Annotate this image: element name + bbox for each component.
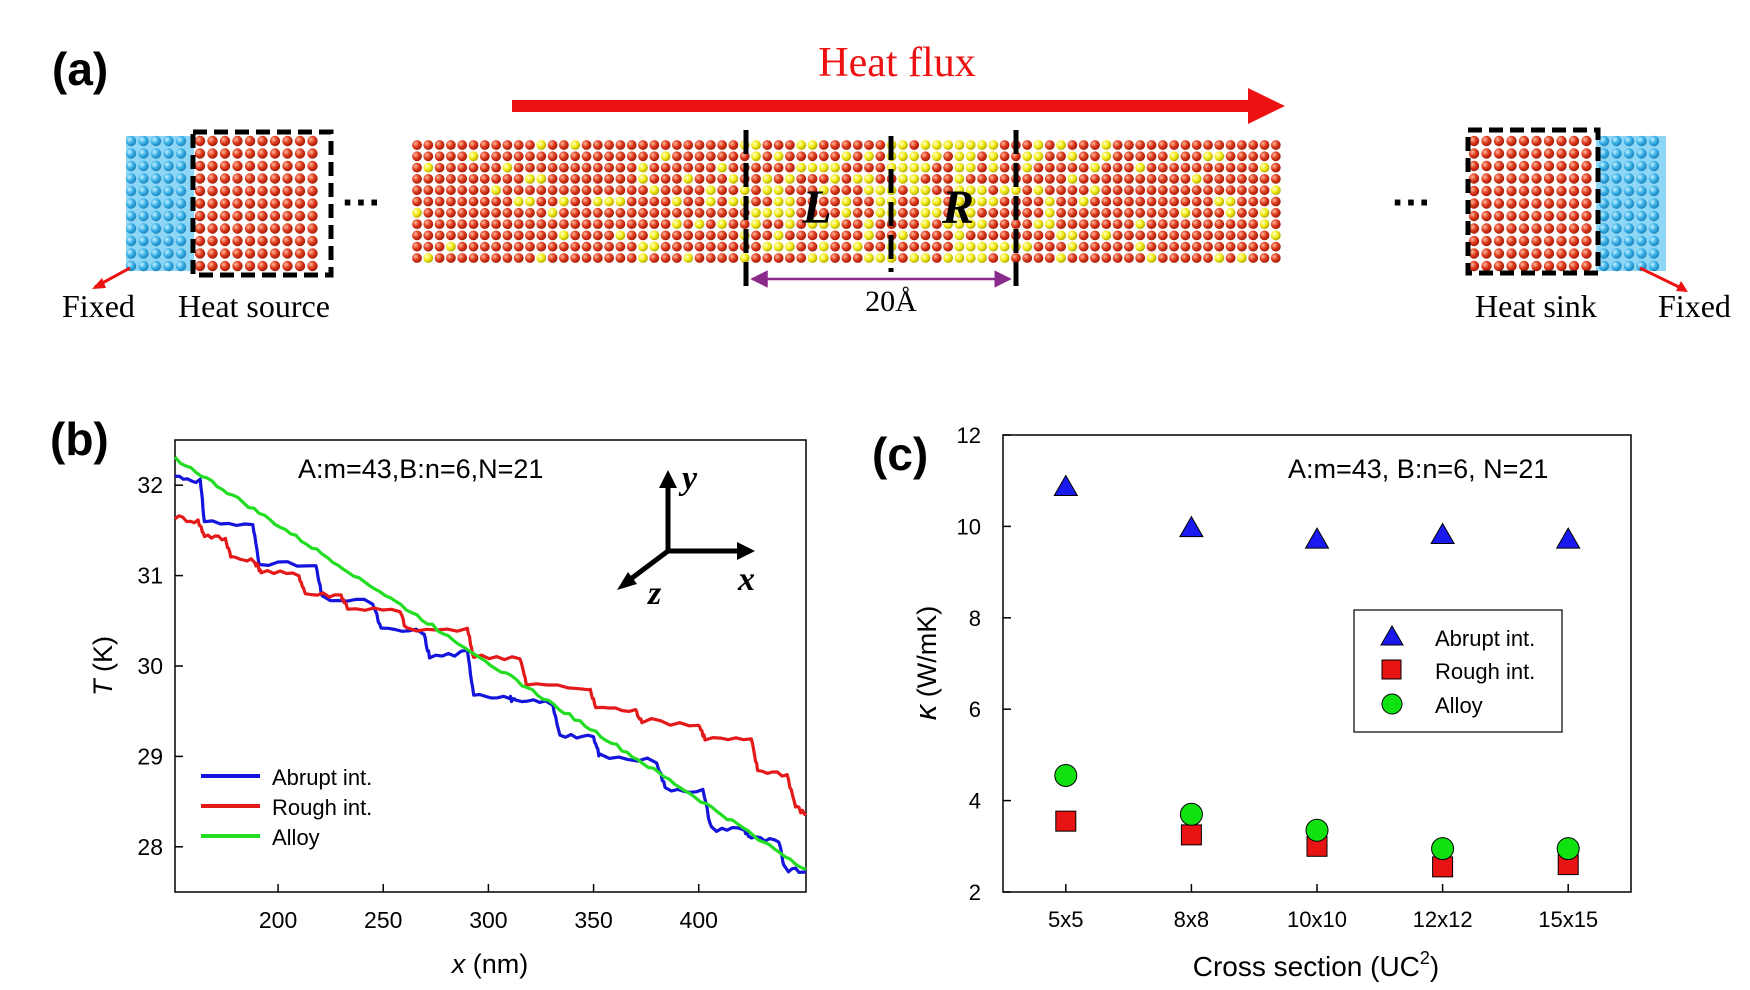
chart-b-xtick-label: 350: [574, 907, 612, 933]
panel-b-label: (b): [50, 413, 109, 465]
data-point-alloy: [1054, 763, 1078, 787]
chart-c-xtick-label: 15x15: [1538, 907, 1598, 932]
chart-b-ylabel: T (K): [88, 636, 118, 696]
chart-c-xtick-label: 10x10: [1287, 907, 1347, 932]
data-point-abrupt-int: [1179, 515, 1204, 538]
heat-sink-label: Heat sink: [1475, 288, 1597, 324]
heat-source-atoms: [194, 135, 318, 272]
axis-icon-z: z: [647, 575, 662, 612]
series-line-alloy: [173, 455, 807, 871]
interface-width-label: 20Å: [865, 285, 917, 318]
chart-b-xtick-label: 200: [259, 907, 297, 933]
data-point-abrupt-int: [1555, 527, 1581, 549]
chart-c-ytick-label: 4: [969, 789, 981, 814]
region-l-label: L: [801, 181, 831, 234]
legend-c-label-abrupt: Abrupt int.: [1435, 626, 1535, 651]
series-line-rough-int: [174, 514, 807, 817]
legend-b-label-abrupt: Abrupt int.: [272, 765, 372, 790]
region-r-label: R: [941, 181, 974, 234]
coordinate-axes-icon: y x z: [617, 460, 755, 612]
legend-c-marker-abrupt: [1380, 625, 1404, 646]
ellipsis-right: ···: [1392, 181, 1432, 225]
chart-c-xtick-label: 8x8: [1174, 907, 1209, 932]
chart-c-ytick-label: 2: [969, 880, 981, 905]
chart-c-ylabel: κ (W/mK): [908, 606, 943, 720]
heat-sink-atoms: [1468, 135, 1592, 272]
chart-b-xlabel: x (nm): [450, 949, 529, 979]
chart-b-ytick-label: 28: [137, 834, 163, 860]
axis-icon-y: y: [678, 460, 698, 497]
fixed-right-pointer: [1639, 266, 1684, 291]
chart-b-ytick-label: 30: [137, 653, 163, 679]
legend-b-label-rough: Rough int.: [272, 795, 372, 820]
legend-c-label-alloy: Alloy: [1435, 693, 1483, 718]
data-point-alloy: [1179, 802, 1203, 826]
interface-lines: [743, 130, 1019, 288]
chart-c-ytick-label: 8: [969, 606, 981, 631]
chart-c-legend: Abrupt int. Rough int. Alloy: [1353, 609, 1563, 733]
chart-b-ytick-label: 29: [137, 743, 163, 769]
ellipsis-left: ···: [342, 181, 382, 225]
chart-c-ytick-label: 12: [957, 423, 981, 448]
chart-c-xtick-label: 12x12: [1413, 907, 1473, 932]
chart-c-ytick-label: 10: [957, 514, 981, 539]
chart-c-ytick-label: 6: [969, 697, 981, 722]
chart-c-ylabel-unit: (W/mK): [912, 606, 942, 705]
panel-c-label: (c): [872, 428, 928, 480]
panel-c: (c) A:m=43, B:n=6, N=21 5x5 8x8 10x10 12x12…: [872, 423, 1632, 982]
chart-c-ylabel-var: κ: [908, 703, 943, 720]
fixed-left-atoms: [125, 135, 187, 272]
data-point-rough-int: [1180, 824, 1202, 846]
heat-flux-arrow: [512, 88, 1285, 124]
chart-b-ylabel-unit: (K): [88, 636, 118, 680]
chart-b-xtick-label: 300: [469, 907, 507, 933]
heat-source-box: [190, 129, 334, 278]
chart-c-xlabel: Cross section (UC2): [1193, 948, 1440, 982]
chart-b-xtick-label: 400: [680, 907, 718, 933]
chart-c-xlabel-main: Cross section (UC: [1193, 951, 1420, 982]
chart-c-title: A:m=43, B:n=6, N=21: [1288, 454, 1548, 484]
legend-c-marker-alloy: [1381, 693, 1403, 715]
data-point-abrupt-int: [1053, 474, 1079, 497]
chart-b-legend: Abrupt int. Rough int. Alloy: [201, 765, 372, 850]
chart-b-ytick-label: 32: [137, 472, 163, 498]
legend-b-label-alloy: Alloy: [272, 825, 320, 850]
chart-b-xlabel-var: x: [450, 949, 467, 979]
series-line-abrupt-int: [174, 474, 806, 875]
fixed-right-atoms: [1598, 135, 1660, 272]
panel-b: (b) A:m=43,B:n=6,N=21 200 250 300 350 400 28 2…: [50, 413, 807, 979]
data-point-rough-int: [1055, 810, 1077, 832]
chart-c-xlabel-tail: ): [1430, 951, 1439, 982]
alloy-chain-atoms: [412, 140, 1281, 263]
chart-c-xlabel-sup: 2: [1420, 948, 1430, 968]
fixed-left-label: Fixed: [62, 288, 135, 324]
heat-flux-label: Heat flux: [818, 40, 975, 86]
data-point-abrupt-int: [1304, 527, 1330, 549]
data-point-alloy: [1431, 837, 1455, 861]
chart-c-xtick-label: 5x5: [1048, 907, 1083, 932]
chart-b-ytick-label: 31: [137, 563, 163, 589]
chart-b-title: A:m=43,B:n=6,N=21: [298, 454, 543, 484]
chart-b-ylabel-var: T: [88, 677, 118, 696]
fixed-right-label: Fixed: [1658, 288, 1731, 324]
chart-b-xlabel-unit: (nm): [465, 949, 528, 979]
legend-c-marker-rough: [1381, 659, 1402, 680]
chart-b-xtick-label: 250: [364, 907, 402, 933]
data-point-abrupt-int: [1430, 522, 1455, 545]
legend-c-label-rough: Rough int.: [1435, 659, 1535, 684]
data-point-alloy: [1305, 818, 1329, 842]
axis-icon-x: x: [737, 561, 755, 598]
data-point-alloy: [1556, 837, 1580, 861]
panel-a-label: (a): [52, 43, 108, 95]
panel-a: (a) Heat flux Fixed Heat source ··· L R …: [52, 40, 1731, 324]
heat-source-label: Heat source: [178, 288, 330, 324]
heat-sink-box: [1465, 127, 1601, 276]
